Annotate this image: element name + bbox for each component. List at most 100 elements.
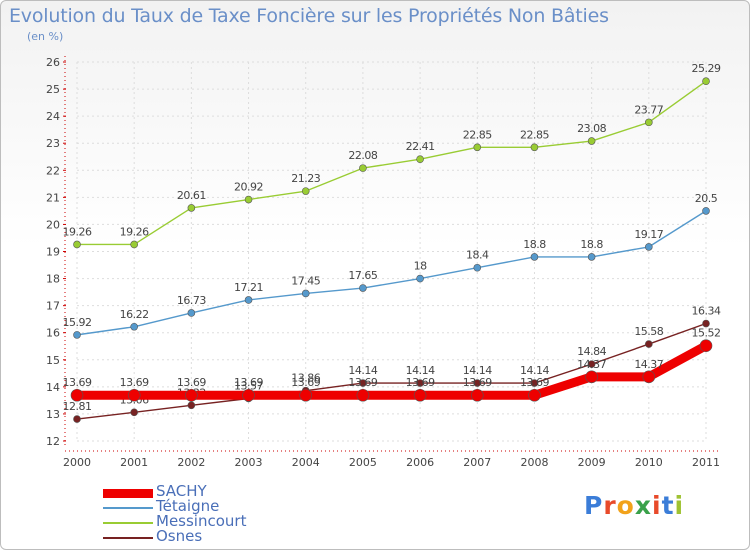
data-point-osnes — [416, 379, 424, 387]
data-label-osnes: 14.14 — [463, 364, 492, 377]
data-point-sachy — [528, 388, 541, 402]
data-point-tetaigne — [587, 253, 596, 261]
data-label-tetaigne: 17.65 — [348, 269, 377, 282]
data-label-tetaigne: 18.4 — [466, 249, 489, 262]
chart-title: Evolution du Taux de Taxe Foncière sur l… — [9, 5, 609, 27]
data-point-messincourt — [473, 143, 482, 152]
legend-label: Tétaigne — [156, 497, 220, 515]
data-point-osnes — [473, 379, 482, 387]
data-label-messincourt: 25.29 — [692, 62, 721, 75]
data-point-osnes — [73, 415, 81, 423]
data-label-osnes: 14.14 — [348, 364, 377, 377]
data-point-sachy — [356, 388, 370, 402]
data-point-tetaigne — [187, 309, 196, 317]
y-tick-label: 19 — [46, 246, 60, 259]
data-point-tetaigne — [645, 243, 653, 251]
data-label-osnes: 15.58 — [634, 325, 663, 338]
data-point-osnes — [187, 401, 196, 410]
data-label-osnes: 13.86 — [291, 372, 320, 385]
data-label-sachy: 14.37 — [577, 358, 606, 371]
data-point-messincourt — [702, 77, 710, 86]
y-tick-label: 18 — [46, 273, 60, 286]
data-label-sachy: 14.37 — [634, 358, 663, 371]
legend-swatch — [103, 507, 153, 509]
data-point-sachy — [242, 388, 255, 402]
data-label-sachy: 13.69 — [520, 376, 549, 389]
series-line-messincourt — [76, 80, 707, 246]
data-label-messincourt: 19.26 — [120, 225, 149, 238]
data-label-sachy: 13.69 — [348, 376, 377, 389]
legend-swatch — [103, 522, 153, 524]
data-point-messincourt — [530, 143, 539, 152]
x-tick-label: 2007 — [463, 456, 491, 469]
data-label-tetaigne: 17.45 — [291, 274, 320, 287]
data-point-sachy — [185, 388, 198, 402]
data-point-tetaigne — [416, 274, 424, 283]
data-label-osnes: 14.14 — [520, 364, 549, 377]
x-tick-label: 2011 — [692, 456, 720, 469]
data-point-osnes — [702, 319, 710, 328]
y-tick-label: 24 — [46, 110, 60, 123]
data-point-sachy — [585, 370, 598, 384]
data-point-sachy — [413, 388, 427, 402]
data-label-tetaigne: 18.8 — [523, 238, 546, 251]
data-label-osnes: 13.57 — [234, 379, 263, 392]
y-tick-label: 12 — [46, 435, 60, 448]
legend-swatch — [103, 488, 153, 498]
data-label-tetaigne: 15.92 — [63, 316, 92, 329]
data-point-messincourt — [301, 187, 310, 195]
data-label-sachy: 13.69 — [406, 376, 435, 389]
data-label-sachy: 13.69 — [291, 376, 320, 389]
data-label-tetaigne: 19.17 — [634, 228, 663, 241]
data-point-sachy — [299, 388, 313, 402]
data-label-messincourt: 20.61 — [177, 189, 206, 202]
data-point-tetaigne — [73, 331, 81, 339]
data-label-sachy: 13.69 — [120, 376, 149, 389]
chart-subtitle: (en %) — [27, 30, 64, 43]
data-point-messincourt — [359, 164, 367, 172]
x-tick-label: 2005 — [349, 456, 377, 469]
data-point-sachy — [70, 388, 84, 402]
x-tick-label: 2008 — [520, 456, 548, 469]
data-label-osnes: 16.34 — [692, 305, 721, 318]
y-tick-label: 22 — [46, 164, 60, 177]
x-tick-label: 2000 — [63, 456, 91, 469]
data-label-sachy: 13.69 — [234, 376, 263, 389]
y-tick-label: 25 — [46, 83, 60, 96]
data-point-messincourt — [645, 118, 653, 127]
data-point-sachy — [470, 388, 484, 402]
data-label-osnes: 12.81 — [63, 400, 92, 413]
data-point-osnes — [130, 408, 138, 417]
y-tick-label: 15 — [46, 354, 60, 367]
data-point-messincourt — [587, 137, 596, 145]
data-point-osnes — [587, 360, 596, 368]
data-point-tetaigne — [130, 322, 138, 331]
data-label-tetaigne: 16.22 — [120, 308, 149, 321]
y-tick-label: 16 — [46, 327, 60, 340]
data-label-sachy: 13.69 — [463, 376, 492, 389]
data-point-tetaigne — [473, 263, 482, 272]
proxiti-logo: Proxiti — [584, 491, 685, 520]
data-label-messincourt: 19.26 — [63, 225, 92, 238]
data-point-messincourt — [244, 195, 253, 204]
y-tick-label: 26 — [46, 56, 60, 69]
data-label-tetaigne: 17.21 — [234, 281, 263, 294]
x-tick-label: 2003 — [235, 456, 263, 469]
data-label-tetaigne: 20.5 — [695, 192, 718, 205]
data-point-messincourt — [73, 240, 81, 249]
data-label-sachy: 15.52 — [692, 327, 721, 340]
data-label-messincourt: 22.08 — [348, 149, 377, 162]
data-label-osnes: 14.14 — [406, 364, 435, 377]
data-point-tetaigne — [301, 289, 310, 298]
data-point-tetaigne — [702, 207, 710, 215]
data-label-sachy: 13.69 — [63, 376, 92, 389]
data-point-messincourt — [130, 240, 138, 249]
data-point-tetaigne — [530, 253, 539, 261]
x-tick-label: 2001 — [120, 456, 148, 469]
legend-label: SACHY — [156, 482, 207, 500]
series-line-sachy — [72, 341, 711, 400]
data-label-tetaigne: 16.73 — [177, 294, 206, 307]
y-tick-label: 14 — [46, 381, 60, 394]
data-label-messincourt: 23.77 — [634, 103, 663, 116]
